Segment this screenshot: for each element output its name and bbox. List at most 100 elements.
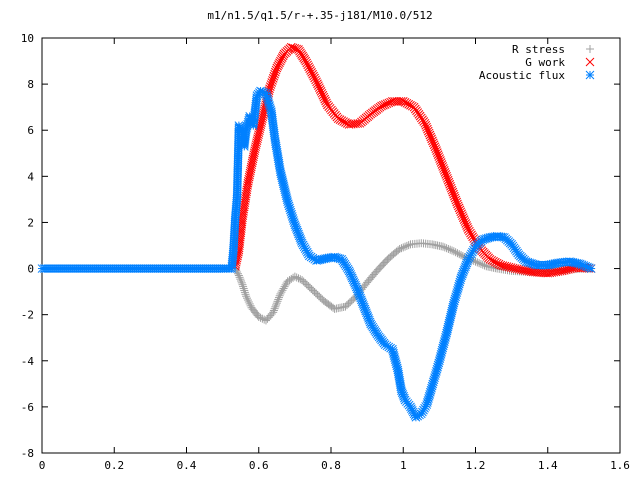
- data-point: [246, 301, 255, 310]
- y-tick-label: -4: [21, 355, 35, 368]
- data-point: [272, 299, 281, 308]
- y-tick-label: 0: [27, 263, 34, 276]
- data-point: [394, 246, 403, 255]
- data-point: [277, 288, 286, 297]
- axes: 0 0.2 0.4 0.6 0.8 1 1.2 1.4 1.6 -8 -6 -4 -2 0 2 4 6 8 10: [21, 32, 630, 472]
- data-point: [238, 280, 247, 289]
- data-point: [237, 278, 246, 287]
- y-tick-label: -6: [21, 401, 34, 414]
- data-point: [451, 248, 460, 257]
- data-point: [241, 290, 250, 299]
- data-point: [397, 244, 406, 253]
- data-point: [395, 244, 404, 253]
- data-point: [256, 313, 265, 322]
- data-point: [449, 247, 458, 256]
- x-tick-label: 1: [400, 459, 407, 472]
- data-point: [388, 97, 397, 106]
- data-point: [402, 241, 411, 250]
- data-point: [272, 300, 281, 309]
- data-point: [586, 264, 596, 273]
- data-point: [442, 244, 451, 253]
- data-point: [235, 273, 244, 282]
- data-point: [242, 292, 251, 301]
- data-point: [245, 299, 254, 308]
- y-tick-label: 2: [27, 216, 34, 229]
- data-point: [254, 312, 263, 321]
- data-point: [280, 282, 289, 291]
- data-point: [476, 259, 485, 268]
- data-point: [281, 280, 290, 289]
- data-point: [239, 284, 248, 293]
- data-point: [240, 288, 249, 297]
- data-point: [290, 272, 299, 281]
- y-tick-label: 6: [27, 124, 34, 137]
- plot-border: [41, 37, 621, 454]
- data-point: [399, 243, 408, 252]
- data-point: [260, 315, 269, 324]
- y-tick-label: 10: [21, 32, 34, 45]
- legend-label: G work: [525, 56, 565, 69]
- data-point: [236, 275, 245, 284]
- data-point: [279, 284, 288, 293]
- data-point: [243, 294, 252, 303]
- data-point: [480, 261, 489, 270]
- x-tick-label: 1.2: [466, 459, 486, 472]
- data-point: [274, 295, 283, 304]
- data-point: [278, 286, 287, 295]
- data-point: [448, 246, 457, 255]
- data-point: [243, 296, 252, 305]
- data-point: [237, 277, 246, 286]
- data-point: [239, 282, 248, 291]
- data-point: [269, 308, 278, 317]
- data-point: [275, 291, 284, 300]
- data-point: [392, 97, 402, 106]
- y-tick-label: -8: [21, 447, 34, 460]
- data-point: [446, 245, 455, 254]
- y-tick-label: -2: [21, 309, 34, 322]
- x-tick-label: 0: [39, 459, 46, 472]
- data-point: [390, 97, 399, 106]
- data-point: [269, 306, 278, 315]
- series-layer: [37, 42, 596, 422]
- data-point: [404, 241, 413, 250]
- data-point: [244, 297, 253, 306]
- legend-marker: [585, 57, 595, 67]
- data-point: [478, 260, 487, 269]
- x-tick-label: 1.6: [610, 459, 630, 472]
- data-point: [457, 251, 466, 260]
- legend-label: Acoustic flux: [479, 69, 565, 82]
- data-point: [233, 269, 242, 278]
- data-point: [455, 250, 464, 259]
- data-point: [270, 304, 279, 313]
- legend-marker: [585, 70, 595, 80]
- data-point: [274, 293, 283, 302]
- legend-label: R stress: [512, 43, 565, 56]
- data-point: [444, 244, 453, 253]
- x-tick-label: 0.6: [249, 459, 269, 472]
- x-tick-label: 0.4: [177, 459, 197, 472]
- data-point: [276, 289, 285, 298]
- data-point: [475, 259, 484, 268]
- y-tick-label: 4: [27, 170, 34, 183]
- data-point: [438, 242, 447, 251]
- x-tick-label: 1.4: [538, 459, 558, 472]
- legend-marker: [586, 45, 594, 53]
- data-point: [440, 243, 449, 252]
- chart-title: m1/n1.5/q1.5/r-+.35-j181/M10.0/512: [207, 9, 432, 22]
- x-tick-label: 0.2: [104, 459, 124, 472]
- data-point: [401, 242, 410, 251]
- data-point: [294, 274, 303, 283]
- series-g-work: [230, 42, 596, 278]
- data-point: [473, 258, 482, 267]
- data-point: [240, 286, 249, 295]
- x-tick-label: 0.8: [321, 459, 341, 472]
- data-point: [539, 268, 548, 278]
- series-acoustic-flux: [37, 86, 596, 422]
- data-point: [271, 302, 280, 311]
- data-point: [453, 249, 462, 258]
- y-tick-label: 8: [27, 78, 34, 91]
- data-point: [273, 297, 282, 306]
- data-point: [234, 271, 243, 280]
